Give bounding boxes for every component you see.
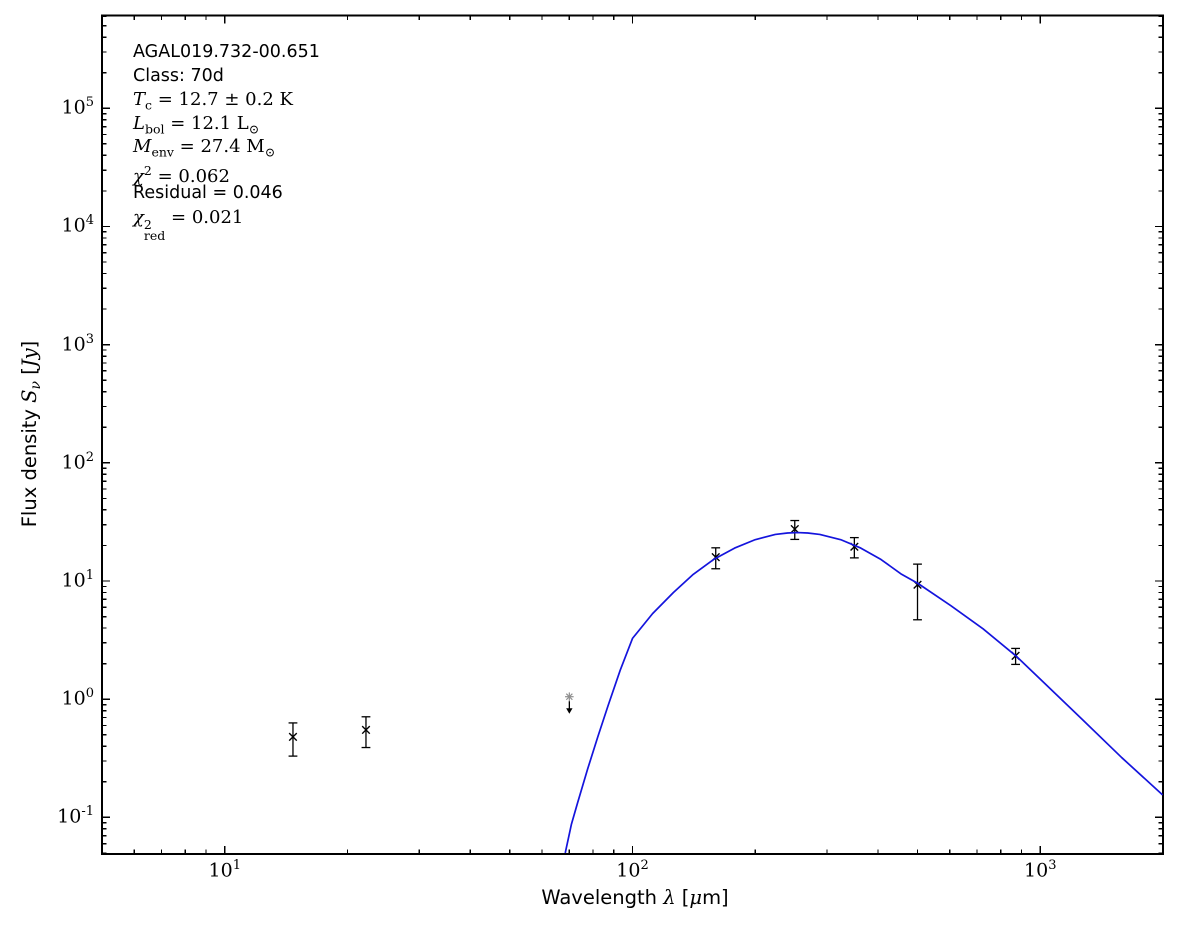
y-tick-label: 10-1 bbox=[57, 804, 94, 828]
class-line: Class: 70d bbox=[133, 65, 224, 86]
chi2red-line: χ 2 red = 0.021 bbox=[133, 206, 320, 242]
x-tick-label: 103 bbox=[1024, 858, 1057, 882]
chi-symbol: χ bbox=[133, 206, 144, 228]
data-point-marker bbox=[790, 524, 800, 534]
temperature-line: Tc = 12.7 ± 0.2 K bbox=[133, 88, 320, 113]
upper-limit-marker bbox=[565, 693, 573, 701]
menv-value: = 27.4 M bbox=[173, 136, 265, 157]
data-point-marker bbox=[361, 725, 371, 735]
y-unit-bracket-open: [ bbox=[18, 367, 41, 381]
lbol-symbol: L bbox=[133, 112, 145, 134]
y-tick-label: 103 bbox=[61, 331, 94, 356]
x-tick-label: 102 bbox=[616, 858, 649, 882]
y-axis-label-text: Flux density bbox=[18, 402, 41, 528]
chi2red-exponent: 2 bbox=[143, 217, 152, 233]
flux-symbol: S bbox=[18, 389, 41, 403]
y-tick-label: 102 bbox=[61, 450, 94, 474]
nu-subscript: ν bbox=[28, 380, 44, 390]
data-point-marker bbox=[288, 732, 298, 742]
data-point-marker bbox=[850, 542, 859, 552]
y-unit-text: Jy bbox=[18, 348, 41, 368]
menv-line: Menv = 27.4 M⊙ bbox=[133, 135, 320, 160]
temp-value: = 12.7 ± 0.2 K bbox=[152, 89, 293, 110]
fit-info-block: AGAL019.732-00.651 Class: 70d Tc = 12.7 … bbox=[133, 41, 320, 242]
temp-subscript: c bbox=[145, 97, 153, 113]
residual-line: Residual = 0.046 bbox=[133, 183, 283, 203]
temp-symbol: T bbox=[133, 89, 146, 110]
y-axis-label: Flux density Sν [Jy] bbox=[18, 341, 44, 528]
y-tick-label: 101 bbox=[61, 568, 94, 592]
menv-symbol: M bbox=[133, 136, 152, 157]
y-tick-label: 105 bbox=[61, 95, 94, 119]
model-curve bbox=[564, 531, 1163, 854]
lbol-line: Lbol = 12.1 L⊙ bbox=[133, 112, 320, 137]
menv-subscript: env bbox=[151, 144, 174, 160]
sun-symbol: ⊙ bbox=[248, 121, 260, 137]
lbol-value: = 12.1 L bbox=[164, 112, 249, 134]
chi2-exponent: 2 bbox=[143, 162, 152, 178]
x-unit-bracket: [ bbox=[675, 886, 690, 909]
chi2-line: χ2 = 0.062 bbox=[133, 159, 320, 187]
x-axis-label: Wavelength λ [μm] bbox=[541, 886, 728, 909]
y-unit-bracket-close: ] bbox=[18, 340, 41, 349]
down-arrow-icon bbox=[566, 708, 573, 714]
chi2-value: = 0.062 bbox=[151, 165, 230, 187]
data-point-marker bbox=[913, 580, 922, 590]
chi2red-value: = 0.021 bbox=[165, 206, 244, 228]
lbol-subscript: bol bbox=[144, 121, 165, 137]
sun-symbol: ⊙ bbox=[264, 144, 276, 160]
mu-symbol: μ bbox=[689, 886, 703, 909]
source-name: AGAL019.732-00.651 bbox=[133, 42, 320, 62]
x-unit-text: m] bbox=[702, 886, 729, 909]
x-tick-label: 101 bbox=[208, 858, 241, 882]
y-tick-label: 104 bbox=[61, 213, 94, 237]
chi2red-subscript: red bbox=[143, 228, 166, 243]
y-tick-label: 100 bbox=[61, 686, 94, 710]
lambda-symbol: λ bbox=[663, 886, 676, 909]
chi-symbol: χ bbox=[133, 165, 144, 187]
x-axis-label-text: Wavelength bbox=[541, 886, 664, 909]
